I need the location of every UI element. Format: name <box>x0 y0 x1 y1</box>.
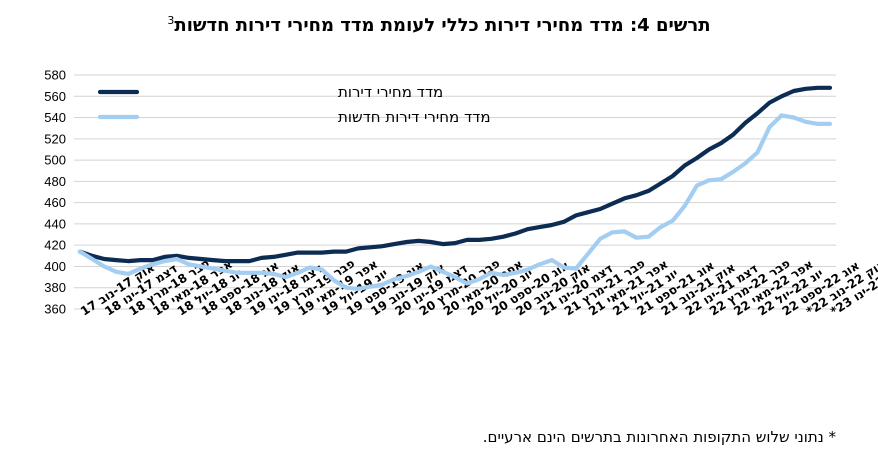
series-lines <box>77 85 833 291</box>
gridlines <box>74 74 836 310</box>
footnote: * נתוני שלוש התקופות האחרונות בתרשים הינ… <box>482 428 836 446</box>
chart-title: תרשים 4: מדד מחירי דירות כללי לעומת מדד … <box>0 14 878 36</box>
series-line <box>77 85 833 264</box>
y-tick-label: 480 <box>44 174 66 189</box>
legend: מדד מחירי דירות מדד מחירי דירות חדשות <box>97 83 491 126</box>
y-tick-label: 380 <box>44 280 66 295</box>
y-tick-label: 440 <box>44 216 66 231</box>
y-tick-label: 400 <box>44 259 66 274</box>
y-tick-label: 540 <box>44 110 66 125</box>
series-new-dwellings-index <box>77 113 833 291</box>
chart-title-superscript: 3 <box>167 14 175 27</box>
legend-label: מדד מחירי דירות <box>338 83 443 101</box>
y-tick-label: 580 <box>44 68 66 83</box>
y-tick-label: 560 <box>44 89 66 104</box>
y-tick-label: 420 <box>44 238 66 253</box>
chart-title-text: תרשים 4: מדד מחירי דירות כללי לעומת מדד … <box>174 15 711 36</box>
legend-label: מדד מחירי דירות חדשות <box>338 108 491 126</box>
y-tick-label: 520 <box>44 131 66 146</box>
series-general-index <box>77 85 833 264</box>
y-tick-label: 500 <box>44 153 66 168</box>
y-tick-label: 460 <box>44 195 66 210</box>
y-axis: 360 380 400 420 440 460 480 500 520 540 560 580 <box>44 68 66 317</box>
y-tick-label: 360 <box>44 302 66 317</box>
